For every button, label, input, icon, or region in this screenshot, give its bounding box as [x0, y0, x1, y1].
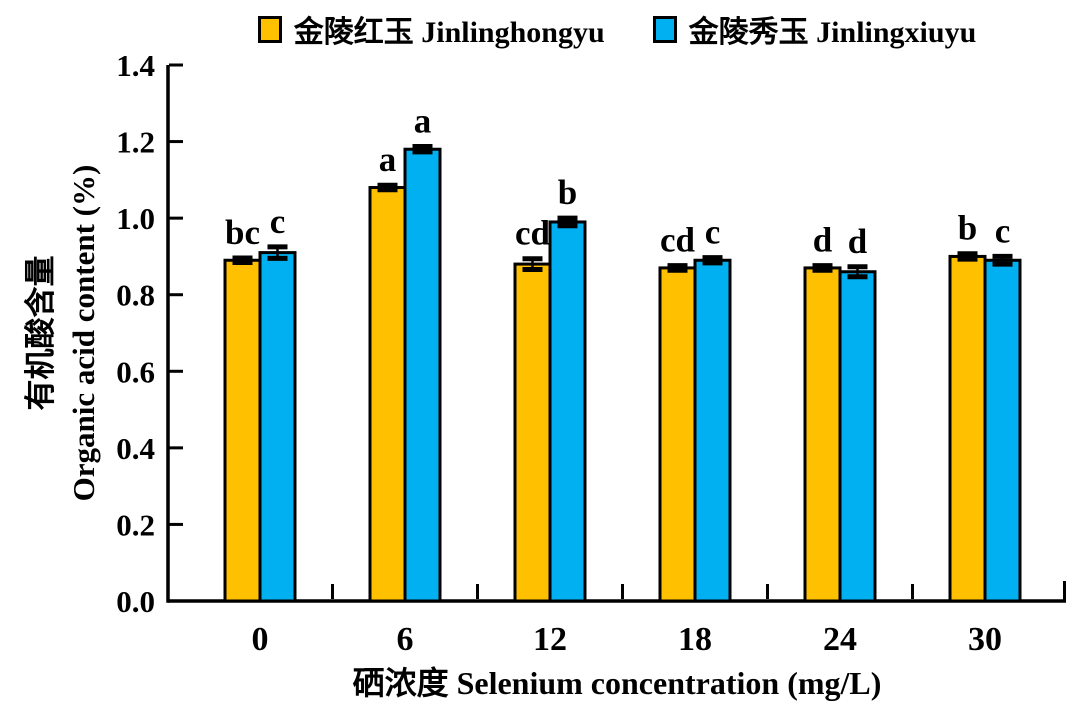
- significance-letter: c: [995, 211, 1011, 250]
- y-axis-title-zh: 有机酸含量: [23, 255, 58, 411]
- y-tick-label: 1.0: [116, 201, 155, 236]
- significance-letter: b: [958, 209, 977, 248]
- y-tick-label: 1.2: [116, 125, 155, 160]
- legend-item-jinlingxiuyu: 金陵秀玉 Jinlingxiuyu: [652, 7, 977, 51]
- significance-letter: d: [848, 222, 868, 261]
- y-tick-label: 0.2: [116, 507, 155, 542]
- legend-swatch-jinlingxiuyu: [652, 15, 677, 43]
- significance-letter: cd: [660, 221, 696, 260]
- significance-letter: bc: [225, 213, 260, 252]
- bar: [658, 266, 697, 603]
- y-tick-label: 1.4: [116, 48, 155, 83]
- bar: [693, 258, 732, 603]
- y-axis-title: 有机酸含量 Organic acid content (%): [19, 165, 105, 502]
- bar: [513, 262, 552, 603]
- legend: 金陵红玉 Jinlinghongyu 金陵秀玉 Jinlingxiuyu: [168, 6, 1066, 52]
- significance-letter: a: [379, 140, 397, 179]
- x-tick-label: 0: [252, 621, 269, 658]
- bar: [403, 147, 442, 603]
- significance-letter: a: [414, 102, 432, 141]
- x-tick-label: 18: [678, 621, 712, 658]
- legend-label-jinlinghongyu: 金陵红玉 Jinlinghongyu: [293, 16, 605, 49]
- bar: [838, 270, 877, 603]
- legend-label-jinlingxiuyu: 金陵秀玉 Jinlingxiuyu: [688, 16, 977, 49]
- legend-swatch-jinlinghongyu: [257, 15, 282, 43]
- y-tick-label: 0.0: [116, 584, 155, 619]
- y-axis-title-en: Organic acid content (%): [66, 164, 101, 502]
- y-tick-label: 0.8: [116, 278, 155, 313]
- bar: [948, 254, 987, 603]
- x-tick-label: 30: [968, 621, 1002, 658]
- x-tick-label: 24: [823, 621, 857, 658]
- significance-letter: c: [270, 202, 286, 241]
- significance-letter: c: [705, 213, 721, 252]
- significance-letter: d: [813, 221, 833, 260]
- significance-letter: cd: [515, 214, 551, 253]
- bar: [223, 258, 262, 603]
- y-tick-label: 0.4: [116, 431, 155, 466]
- legend-item-jinlinghongyu: 金陵红玉 Jinlinghongyu: [257, 7, 605, 51]
- x-tick-label: 6: [397, 621, 414, 658]
- x-tick-label: 12: [533, 621, 567, 658]
- bar: [983, 258, 1022, 603]
- y-tick-label: 0.6: [116, 354, 155, 389]
- bar: [548, 220, 587, 603]
- significance-letter: b: [558, 173, 577, 212]
- bar: [368, 186, 407, 603]
- bar: [258, 251, 297, 603]
- bar: [803, 266, 842, 603]
- x-axis-title: 硒浓度 Selenium concentration (mg/L): [352, 665, 882, 701]
